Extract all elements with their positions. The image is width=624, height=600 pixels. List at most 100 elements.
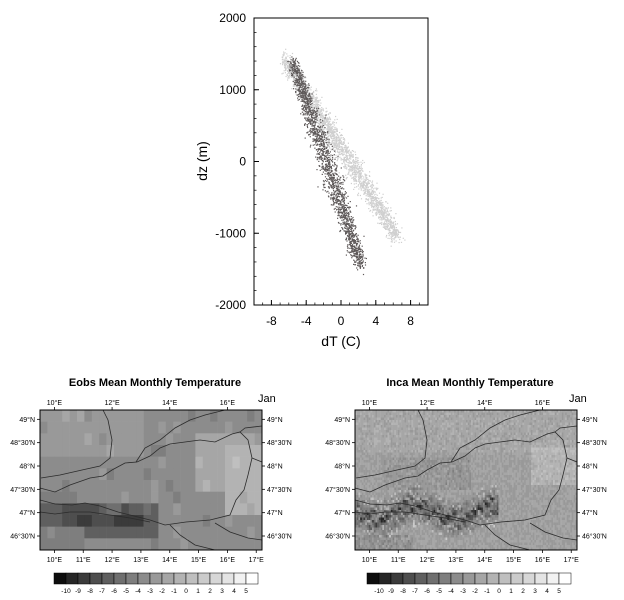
scatter-point [290, 62, 292, 64]
scatter-point [334, 126, 336, 128]
scatter-point [291, 56, 293, 58]
scatter-point [376, 202, 378, 204]
inca-cell [491, 412, 494, 416]
scatter-point [293, 78, 295, 80]
scatter-point [288, 75, 290, 77]
inca-cell [401, 410, 404, 413]
scatter-point [300, 72, 302, 74]
scatter-point [355, 168, 357, 170]
inca-cell [373, 412, 376, 416]
scatter-point [342, 142, 345, 144]
inca-cell [397, 417, 400, 421]
scatter-point [336, 147, 338, 149]
scatter-point [353, 236, 355, 238]
scatter-point [333, 139, 335, 141]
inca-cell [491, 415, 494, 418]
scatter-point [297, 82, 299, 84]
inca-cell [546, 410, 549, 413]
scatter-point [322, 140, 324, 142]
scatter-point [327, 141, 329, 143]
scatter-point [306, 124, 309, 126]
scatter-point [316, 97, 318, 99]
scatter-point [299, 90, 301, 92]
scatter-point [328, 127, 330, 129]
scatter-point [350, 175, 352, 177]
scatter-point [359, 173, 361, 175]
scatter-point [329, 174, 331, 176]
scatter-point [322, 110, 325, 112]
eobs-cell [254, 456, 263, 469]
scatter-point [343, 194, 345, 196]
scatter-point [325, 168, 327, 170]
inca-cell [413, 412, 415, 416]
scatter-point [331, 129, 333, 131]
scatter-point [351, 177, 353, 179]
scatter-point [336, 174, 338, 176]
scatter-point [352, 166, 354, 168]
scatter-point [282, 55, 284, 57]
inca-cell [520, 415, 523, 418]
scatter-point [371, 202, 373, 204]
scatter-point [286, 66, 288, 69]
scatter-point [348, 212, 350, 214]
scatter-point [315, 139, 317, 141]
inca-cell [375, 412, 378, 416]
scatter-point [338, 136, 340, 138]
eobs-slovak-border [239, 425, 263, 433]
scatter-point [359, 174, 361, 176]
scatter-point [316, 97, 318, 100]
scatter-point [392, 230, 394, 232]
inca-cell [440, 412, 443, 416]
scatter-point [352, 216, 354, 219]
inca-cell [542, 410, 545, 413]
scatter-point [325, 134, 327, 136]
scatter-point [370, 204, 372, 206]
scatter-point [321, 168, 323, 170]
scatter-point [302, 109, 304, 111]
scatter-point [324, 173, 326, 175]
eobs-cell [136, 421, 144, 434]
eobs-cell [77, 410, 85, 422]
scatter-point [342, 194, 344, 196]
scatter-point [362, 186, 364, 188]
inca-cell [483, 412, 485, 416]
eobs-cell [121, 491, 130, 504]
inca-cell [392, 412, 395, 416]
scatter-point [387, 225, 389, 227]
scatter-point [384, 218, 386, 221]
eobs-cell [114, 538, 122, 551]
scatter-point [397, 230, 399, 232]
scatter-point [309, 99, 311, 101]
scatter-point [305, 119, 307, 121]
scatter-point [348, 170, 350, 172]
inca-cell [500, 412, 503, 416]
scatter-point [320, 158, 322, 160]
scatter-point [387, 233, 390, 235]
inca-cell [368, 417, 371, 421]
scatter-point [317, 113, 319, 115]
scatter-point [356, 162, 358, 164]
eobs-cell [143, 503, 152, 516]
eobs-cell [173, 421, 181, 434]
scatter-point [338, 137, 340, 139]
scatter-point [394, 234, 396, 236]
scatter-point [338, 139, 341, 141]
scatter-point [349, 165, 352, 168]
scatter-point [351, 150, 353, 152]
scatter-point [317, 104, 319, 106]
scatter-point [304, 101, 307, 104]
inca-cell [430, 412, 433, 416]
inca-cell [501, 410, 504, 413]
scatter-point [302, 82, 304, 84]
scatter-point [346, 206, 348, 208]
eobs-cell [239, 410, 248, 422]
scatter-point [315, 93, 317, 95]
scatter-point [303, 93, 305, 95]
scatter-point [357, 234, 359, 236]
scatter-point [395, 227, 397, 229]
eobs-cell [165, 445, 174, 457]
scatter-point [359, 186, 361, 188]
scatter-plot-frame [253, 17, 429, 306]
scatter-point [328, 142, 330, 144]
scatter-point [349, 218, 351, 220]
